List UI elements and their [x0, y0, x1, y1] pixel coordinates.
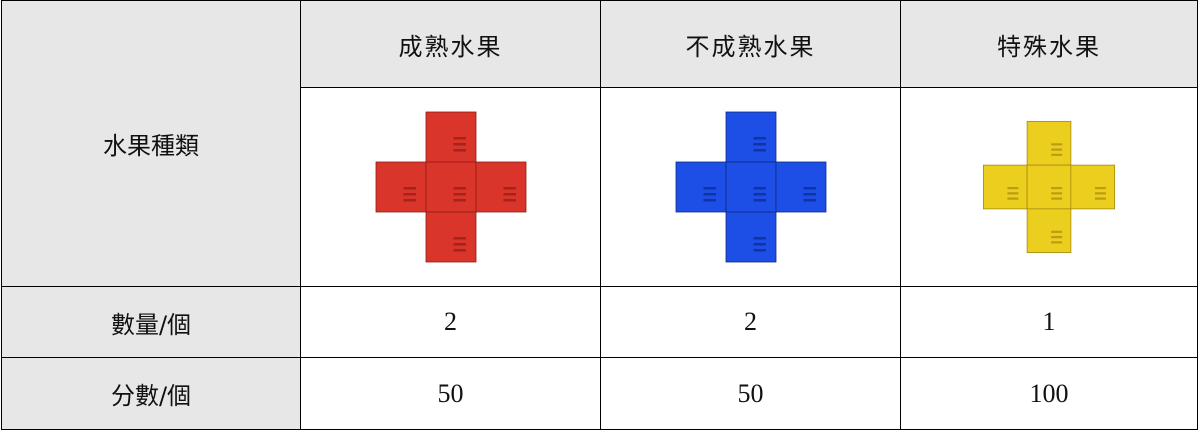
count-cell: 1 — [900, 286, 1198, 358]
cube-mark — [703, 187, 716, 190]
cube-mark — [1051, 187, 1063, 190]
cube — [1026, 208, 1072, 254]
cube-mark — [753, 237, 766, 240]
cube-mark — [453, 249, 466, 252]
cube — [1026, 120, 1072, 166]
cube-mark — [403, 193, 416, 196]
cube-mark — [503, 199, 516, 202]
count-cell: 2 — [300, 286, 601, 358]
cube-mark — [503, 193, 516, 196]
cube-mark — [1007, 192, 1019, 195]
header-cell: 不成熟水果 — [600, 0, 901, 88]
cube — [425, 161, 476, 213]
cube — [375, 161, 426, 213]
row-label: 分數/個 — [1, 357, 301, 430]
cube — [475, 161, 526, 213]
cube-mark — [453, 199, 466, 202]
cube — [775, 161, 826, 213]
image-cell — [300, 87, 601, 287]
cube-mark — [403, 199, 416, 202]
cube-mark — [453, 237, 466, 240]
cube-mark — [753, 199, 766, 202]
cube-mark — [503, 187, 516, 190]
cube-mark — [753, 187, 766, 190]
header-cell: 成熟水果 — [300, 0, 601, 88]
row-label: 數量/個 — [1, 286, 301, 358]
cube-mark — [1094, 197, 1106, 200]
cube — [675, 161, 726, 213]
cube-mark — [453, 243, 466, 246]
cube-mark — [453, 137, 466, 140]
cube-mark — [1007, 187, 1019, 190]
cube — [725, 111, 776, 163]
image-cell — [600, 87, 901, 287]
cube-mark — [1094, 192, 1106, 195]
score-cell: 50 — [300, 357, 601, 430]
cube-mark — [803, 193, 816, 196]
cube-mark — [753, 193, 766, 196]
cube — [425, 111, 476, 163]
cube — [725, 161, 776, 213]
cube-mark — [1051, 148, 1063, 151]
cube-mark — [753, 149, 766, 152]
cube-mark — [453, 143, 466, 146]
corner-cell: 水果種類 — [1, 0, 301, 287]
cube — [425, 211, 476, 263]
count-cell: 2 — [600, 286, 901, 358]
score-cell: 50 — [600, 357, 901, 430]
score-cell: 100 — [900, 357, 1198, 430]
cube-mark — [1094, 187, 1106, 190]
blue-cross-icon — [675, 111, 826, 263]
cube-mark — [753, 143, 766, 146]
cube-mark — [803, 187, 816, 190]
cube-mark — [753, 137, 766, 140]
cube-mark — [753, 243, 766, 246]
cube-mark — [753, 249, 766, 252]
cube-mark — [453, 187, 466, 190]
cube-mark — [403, 187, 416, 190]
cube-mark — [1051, 241, 1063, 244]
cube-mark — [803, 199, 816, 202]
header-cell: 特殊水果 — [900, 0, 1198, 88]
yellow-cross-icon — [982, 120, 1116, 254]
cube-mark — [453, 149, 466, 152]
cube — [1070, 164, 1116, 210]
cube-mark — [1051, 197, 1063, 200]
cube-mark — [1007, 197, 1019, 200]
cube-mark — [1051, 153, 1063, 156]
cube-mark — [703, 199, 716, 202]
cube-mark — [453, 193, 466, 196]
cube-mark — [1051, 143, 1063, 146]
cube — [725, 211, 776, 263]
cube-mark — [1051, 192, 1063, 195]
image-cell — [900, 87, 1198, 287]
red-cross-icon — [375, 111, 526, 263]
cube-mark — [1051, 230, 1063, 233]
cube — [982, 164, 1028, 210]
cube-mark — [1051, 236, 1063, 239]
cube — [1026, 164, 1072, 210]
cube-mark — [703, 193, 716, 196]
